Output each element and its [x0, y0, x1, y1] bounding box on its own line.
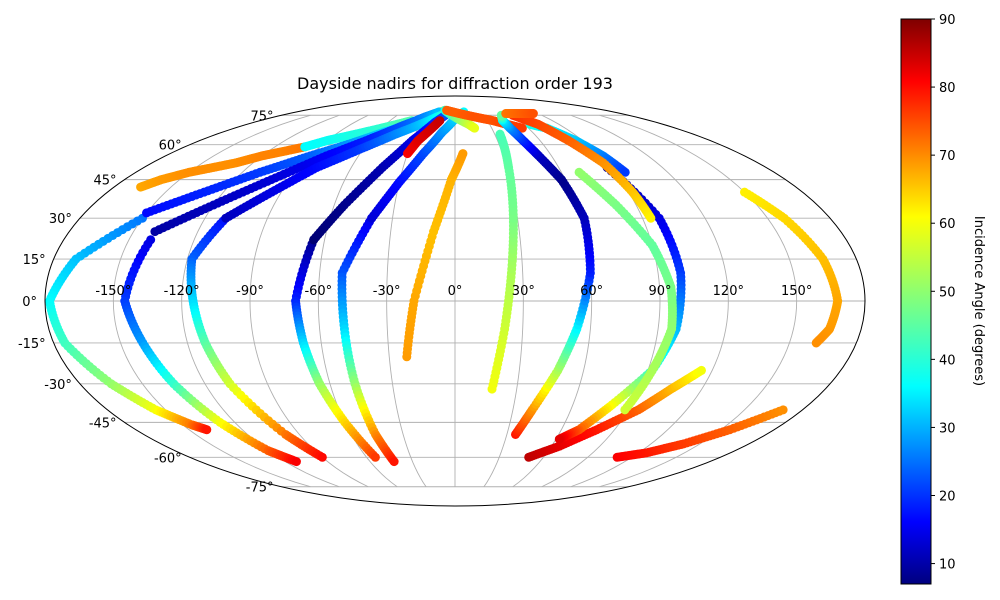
nadir-point [389, 457, 399, 467]
colorbar-tick-label: 70 [939, 149, 956, 164]
y-tick-label: 75° [250, 109, 273, 124]
x-tick-label: -90° [236, 284, 264, 299]
x-tick-label: -150° [95, 284, 131, 299]
nadir-point [495, 129, 505, 139]
nadir-point [435, 116, 445, 126]
x-tick-label: 30° [512, 284, 535, 299]
colorbar-tick-label: 20 [939, 490, 956, 505]
y-tick-label: -15° [18, 337, 46, 352]
nadir-point [574, 167, 584, 177]
colorbar-tick-labels: 10 20 30 40 50 60 70 80 90 [931, 13, 956, 573]
y-tick-label: 15° [23, 253, 46, 268]
x-tick-label: -60° [304, 284, 332, 299]
nadir-point [554, 434, 564, 444]
y-tick-label: -75° [246, 481, 274, 496]
colorbar-label: Incidence Angle (degrees) [971, 216, 986, 386]
latitude-tick-labels: 75° 60° 45° 30° 15° 0° -15° -30° -45° -60° -75° [18, 109, 274, 495]
colorbar-tick-label: 60 [939, 217, 956, 232]
nadir-point [528, 109, 538, 119]
nadir-point [620, 167, 630, 177]
x-tick-label: 90° [648, 284, 671, 299]
colorbar-tick-label: 40 [939, 353, 956, 368]
colorbar-tick-label: 90 [939, 13, 956, 28]
nadir-point [291, 457, 301, 467]
y-tick-label: 60° [159, 139, 182, 154]
nadir-point [370, 452, 380, 462]
x-tick-label: 120° [713, 284, 744, 299]
longitude-tick-labels: -150° -120° -90° -60° -30° 0° 30° 60° 90° 120° 150… [95, 284, 812, 299]
colorbar-tick-label: 80 [939, 81, 956, 96]
colorbar-tick-label: 10 [939, 558, 956, 573]
y-tick-label: 0° [22, 295, 37, 310]
nadir-point [517, 123, 527, 133]
nadir-point [778, 405, 788, 415]
y-tick-label: -30° [44, 378, 72, 393]
y-tick-label: 30° [49, 212, 72, 227]
x-tick-label: 150° [781, 284, 812, 299]
x-tick-label: 0° [448, 284, 463, 299]
nadir-point [317, 452, 327, 462]
globe-outline [44, 95, 866, 507]
y-tick-label: -45° [89, 416, 117, 431]
nadir-point [202, 425, 212, 435]
chart-title: Dayside nadirs for diffraction order 193 [297, 74, 613, 93]
y-tick-label: 45° [94, 174, 117, 189]
colorbar-tick-label: 30 [939, 421, 956, 436]
nadir-point [458, 149, 468, 159]
nadir-point [696, 365, 706, 375]
y-tick-label: -60° [154, 451, 182, 466]
nadir-point [470, 123, 480, 133]
nadir-points [45, 105, 843, 467]
colorbar-gradient [900, 18, 932, 585]
colorbar: 10 20 30 40 50 60 70 80 90 Incidence Angle (degr… [900, 13, 986, 585]
nadir-point [646, 213, 656, 223]
x-tick-label: 60° [580, 284, 603, 299]
x-tick-label: -120° [164, 284, 200, 299]
colorbar-tick-label: 50 [939, 285, 956, 300]
nadir-point [811, 338, 821, 348]
x-tick-label: -30° [373, 284, 401, 299]
